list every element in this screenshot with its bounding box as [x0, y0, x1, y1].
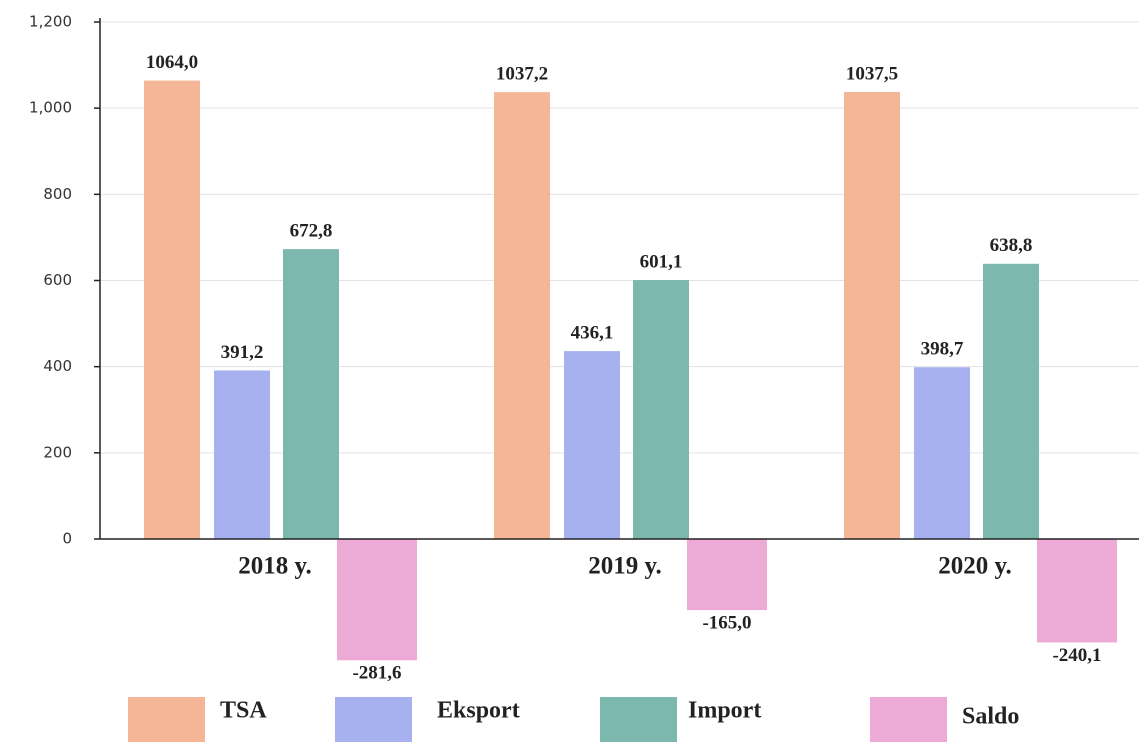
bar	[283, 249, 339, 540]
legend-swatch	[870, 697, 947, 742]
y-tick-label: 0	[62, 530, 72, 548]
value-label: 672,8	[290, 220, 333, 241]
value-label: 1037,2	[496, 63, 548, 84]
value-label: 1037,5	[846, 63, 898, 84]
legend-label: TSA	[220, 698, 267, 724]
bar	[564, 351, 620, 539]
legend-label: Saldo	[962, 704, 1019, 730]
y-tick-label: 800	[43, 185, 72, 203]
bar	[844, 92, 900, 540]
bar	[633, 280, 689, 539]
y-tick-label: 600	[43, 271, 72, 289]
value-label: 601,1	[640, 251, 683, 272]
value-label: -281,6	[352, 663, 401, 684]
bar	[144, 80, 200, 540]
y-tick-label: 400	[43, 357, 72, 375]
bar	[1037, 539, 1117, 643]
x-tick-label: 2018 y.	[238, 553, 312, 580]
legend-label: Eksport	[437, 698, 520, 724]
value-label: 391,2	[221, 342, 264, 363]
y-tick-label: 200	[43, 443, 72, 461]
x-tick-label: 2019 y.	[588, 553, 662, 580]
y-tick-label: 1,200	[29, 13, 72, 31]
value-label: 436,1	[571, 322, 614, 343]
bar	[337, 539, 417, 661]
value-label: 638,8	[990, 235, 1033, 256]
value-label: -165,0	[702, 612, 751, 633]
y-tick-label: 1,000	[29, 99, 72, 117]
x-tick-label: 2020 y.	[938, 553, 1012, 580]
bar	[983, 263, 1039, 539]
bar	[494, 92, 550, 540]
value-label: -240,1	[1052, 645, 1101, 666]
legend-swatch	[335, 697, 412, 742]
value-label: 398,7	[921, 339, 964, 360]
bar	[914, 367, 970, 539]
bar	[214, 370, 270, 539]
value-label: 1064,0	[146, 52, 198, 73]
legend-swatch	[128, 697, 205, 742]
bar	[687, 539, 767, 611]
legend-swatch	[600, 697, 677, 742]
legend-label: Import	[688, 698, 761, 724]
